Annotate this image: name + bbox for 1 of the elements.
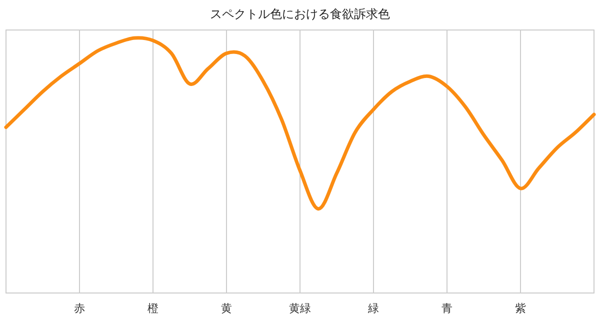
title: スペクトル色における食欲訴求色 <box>210 7 390 21</box>
